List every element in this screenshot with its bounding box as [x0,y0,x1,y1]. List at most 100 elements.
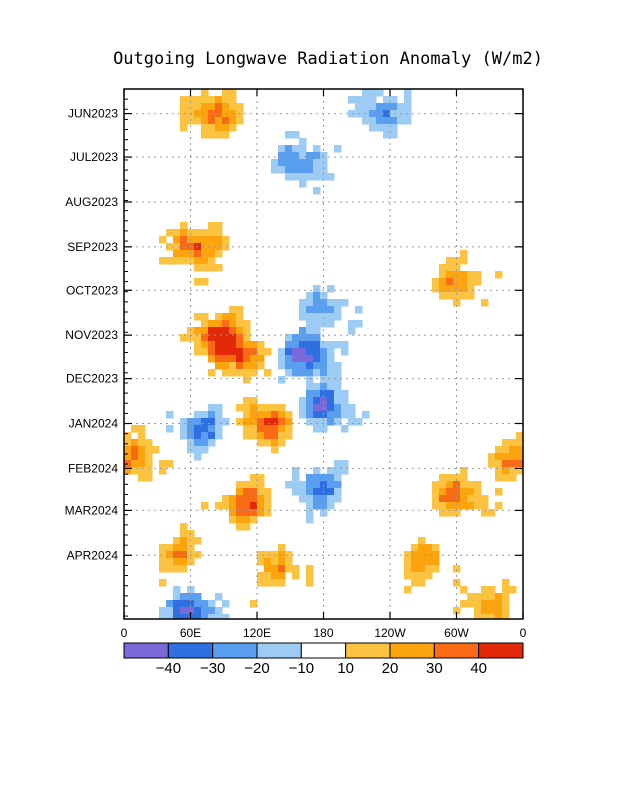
anomaly-cell [299,306,307,314]
anomaly-cell [215,124,223,132]
anomaly-cell [222,418,230,426]
anomaly-cell [320,355,328,363]
anomaly-cell [180,544,188,552]
anomaly-cell [467,495,475,503]
anomaly-cell [306,313,314,321]
axes: 0 60E 120E 180 120W 60W 0 JUN2023 JUL2023 AUG2023… [65,88,527,640]
anomaly-cell [173,229,181,237]
anomaly-cell [285,418,293,426]
anomaly-cell [187,593,195,601]
anomaly-cell [306,173,314,181]
anomaly-cell [208,117,216,125]
anomaly-cell [467,600,475,608]
anomaly-cell [257,474,265,482]
anomaly-cell [299,369,307,377]
anomaly-cell [327,495,335,503]
anomaly-cell [341,348,349,356]
anomaly-cell [460,250,468,258]
anomaly-cell [257,425,265,433]
anomaly-cell [320,474,328,482]
anomaly-cell [383,103,391,111]
anomaly-cell [229,495,237,503]
anomaly-cell [264,404,272,412]
anomaly-cell [264,558,272,566]
anomaly-cell [320,306,328,314]
anomaly-cell [299,411,307,419]
anomaly-cell [236,516,244,524]
anomaly-cell [166,600,174,608]
anomaly-cell [264,369,272,377]
anomaly-cell [222,369,230,377]
anomaly-cell [278,572,286,580]
colorbar-label: −40 [156,660,181,677]
anomaly-cell [313,292,321,300]
anomaly-cell [285,145,293,153]
anomaly-cell [481,299,489,307]
anomaly-cell [418,537,426,545]
anomaly-cell [180,614,188,619]
anomaly-cell [425,558,433,566]
anomaly-cell [453,565,461,573]
anomaly-cell [432,481,440,489]
anomaly-cell [124,446,132,454]
anomaly-cell [467,292,475,300]
anomaly-cell [495,271,503,279]
anomaly-cell [131,425,139,433]
anomaly-cell [495,446,503,454]
anomaly-cell [215,327,223,335]
anomaly-cell [446,495,454,503]
anomaly-cell [439,502,447,510]
anomaly-cell [474,600,482,608]
anomaly-cell [418,572,426,580]
anomaly-cell [474,271,482,279]
anomaly-cell [306,152,314,160]
anomaly-cell [474,614,482,619]
anomaly-cell [166,460,174,468]
anomaly-cell [187,257,195,265]
anomaly-cell [334,341,342,349]
anomaly-cell [383,96,391,104]
anomaly-cell [404,103,412,111]
anomaly-cell [271,425,279,433]
anomaly-cell [250,488,258,496]
anomaly-cell [292,341,300,349]
anomaly-cell [173,236,181,244]
anomaly-cell [404,558,412,566]
anomaly-cell [271,404,279,412]
anomaly-cell [292,145,300,153]
anomaly-cell [215,103,223,111]
anomaly-cell [432,544,440,552]
anomaly-cell [509,439,517,447]
anomaly-cell [292,369,300,377]
anomaly-cell [488,607,496,615]
anomaly-cell [467,285,475,293]
anomaly-cell [257,411,265,419]
anomaly-cell [243,397,251,405]
anomaly-cell [348,320,356,328]
anomaly-cell [243,418,251,426]
x-tick-label: 0 [121,626,128,640]
anomaly-cell [215,243,223,251]
anomaly-cell [222,614,230,619]
anomaly-cell [390,117,398,125]
anomaly-cell [411,558,419,566]
anomaly-cell [180,425,188,433]
anomaly-cell [187,607,195,615]
anomaly-cell [194,446,202,454]
anomaly-cell [306,495,314,503]
anomaly-cell [292,355,300,363]
anomaly-cell [292,572,300,580]
anomaly-cell [250,397,258,405]
anomaly-cell [271,439,279,447]
anomaly-cell [166,544,174,552]
anomaly-cell [439,495,447,503]
x-tick-label: 0 [520,626,527,640]
anomaly-cell [355,96,363,104]
anomaly-cell [243,425,251,433]
anomaly-cell [201,341,209,349]
anomaly-cell [292,565,300,573]
anomaly-cell [166,243,174,251]
anomaly-cell [208,96,216,104]
anomaly-cell [285,551,293,559]
